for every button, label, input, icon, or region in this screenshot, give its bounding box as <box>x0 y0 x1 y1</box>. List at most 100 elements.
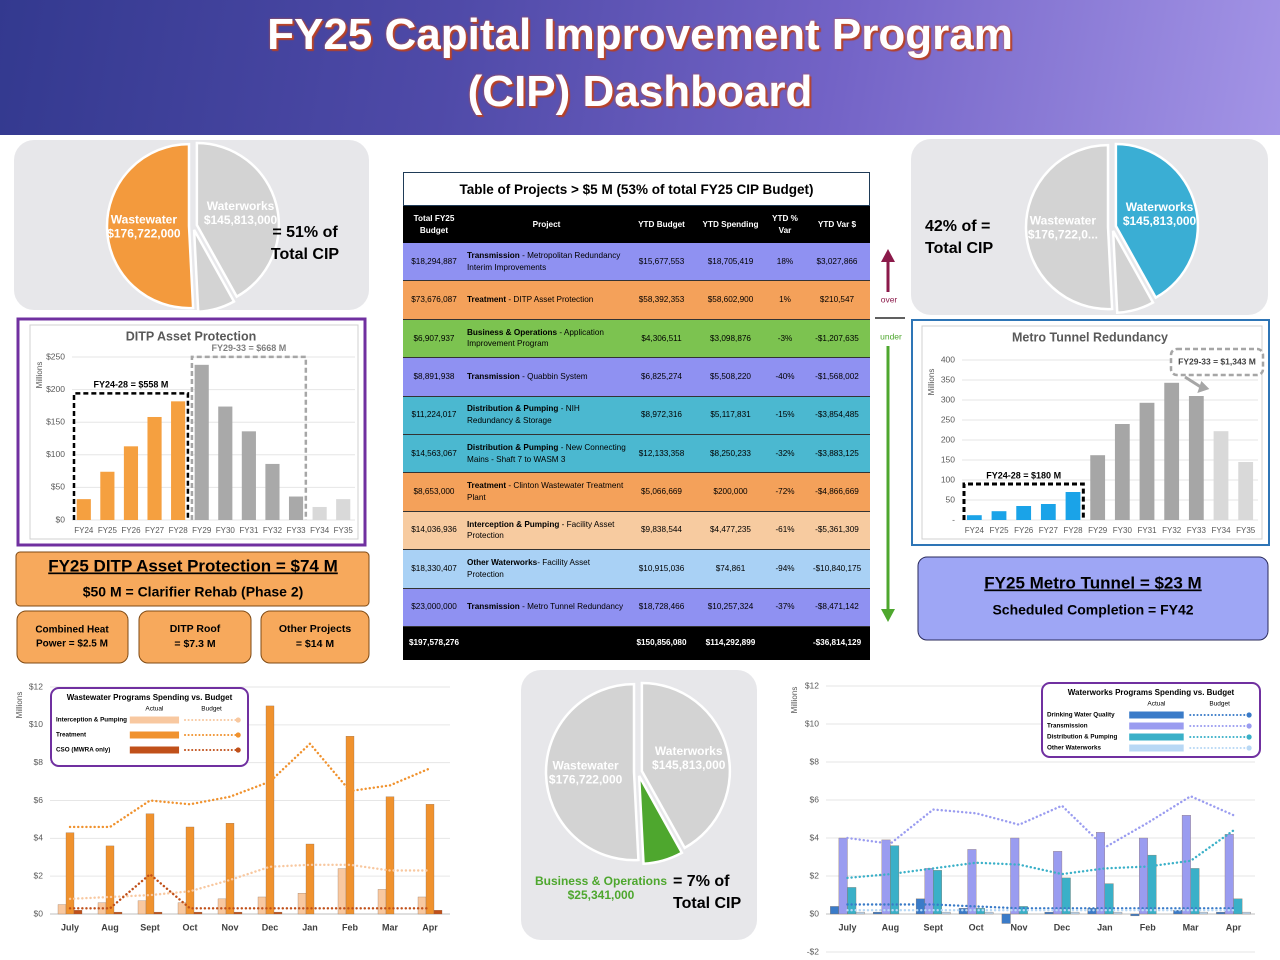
legend-header: Actual <box>145 706 164 713</box>
y-axis-label: Millions <box>15 692 24 719</box>
bar <box>337 868 347 915</box>
callout-title: FY25 DITP Asset Protection = $74 M <box>48 556 338 575</box>
callout-box <box>15 551 370 607</box>
bar <box>153 911 163 915</box>
callout-item: Combined Heat <box>35 625 109 636</box>
legend-header: Budget <box>1209 701 1230 708</box>
legend-marker <box>235 717 241 723</box>
project-text: Transmission - Quabbin System <box>467 371 588 383</box>
table-cell: $58,392,353 <box>638 295 685 305</box>
bar <box>855 911 865 915</box>
y-tick-label: 250 <box>941 414 955 424</box>
callout-box <box>260 610 370 664</box>
table-cell: -40% <box>775 371 795 381</box>
project-cell: Distribution & Pumping - NIH Redundancy … <box>465 397 628 434</box>
callout-box <box>917 556 1269 641</box>
table-cell: $12,133,358 <box>638 448 685 458</box>
bar <box>1104 883 1114 915</box>
table-cell: 1% <box>779 295 791 305</box>
table-cell: -$1,568,002 <box>815 371 859 381</box>
x-tick-label: FY35 <box>1236 526 1256 535</box>
legend-label: Distribution & Pumping <box>1047 734 1117 741</box>
callout-item: = $14 M <box>296 638 334 650</box>
budget-line <box>846 794 1235 849</box>
slice-value: $145,813,000 <box>204 213 278 227</box>
y-tick-label: $12 <box>29 681 43 691</box>
project-text: Transmission - Metropolitan Redundancy I… <box>467 250 626 274</box>
table-cell: -37% <box>775 602 795 612</box>
column-header: Total FY25 Budget <box>413 213 455 235</box>
x-tick-label: July <box>61 922 79 932</box>
callout-item: Power = $2.5 M <box>36 639 108 650</box>
y-axis-label: Millions <box>790 687 799 714</box>
x-tick-label: FY25 <box>989 526 1009 535</box>
y-tick-label: $250 <box>46 351 65 361</box>
y-tick-label: $2 <box>810 870 820 880</box>
project-cell: Business & Operations - Application Impr… <box>465 320 628 357</box>
pie-annotation: = 51% of <box>272 224 338 241</box>
x-tick-label: Aug <box>882 922 900 932</box>
total-cell: $114,292,899 <box>705 638 756 648</box>
x-tick-label: Feb <box>342 922 359 932</box>
bar <box>257 896 267 915</box>
y-tick-label: $2 <box>34 870 44 880</box>
table-cell: -94% <box>775 563 795 573</box>
bar <box>113 911 123 915</box>
y-tick-label: $8 <box>810 756 820 766</box>
bar <box>417 896 427 915</box>
annotation-label: FY29-33 = $1,343 M <box>1178 356 1256 366</box>
x-tick-label: FY30 <box>1113 526 1133 535</box>
x-tick-label: Dec <box>1054 922 1071 932</box>
y-tick-label: $0 <box>56 514 66 524</box>
bar <box>265 463 280 520</box>
bar <box>65 832 75 915</box>
annotation-arrow-head <box>1197 381 1210 393</box>
pie-slice <box>637 775 684 866</box>
bar <box>966 515 982 520</box>
pie-annotation: Total CIP <box>925 240 993 257</box>
project-text: Other Waterworks- Facility Asset Protect… <box>467 557 626 581</box>
x-tick-label: FY32 <box>263 526 283 535</box>
y-tick-label: 200 <box>941 434 955 444</box>
legend-marker <box>1246 734 1252 740</box>
bar <box>1213 431 1229 520</box>
project-text: Treatment - Clinton Wastewater Treatment… <box>467 480 626 504</box>
budget-line <box>846 903 1235 910</box>
x-tick-label: FY28 <box>169 526 189 535</box>
bar <box>297 893 307 915</box>
table-cell: $8,653,000 <box>413 487 455 497</box>
table-row: $6,907,937 Business & Operations - Applic… <box>403 319 870 359</box>
legend-title: Wastewater Programs Spending vs. Budget <box>67 693 233 702</box>
bar <box>193 911 203 915</box>
callout-title: FY25 Metro Tunnel = $23 M <box>984 573 1201 592</box>
bar <box>967 849 977 915</box>
title: FY25 Capital Improvement Program <box>267 10 1013 59</box>
y-tick-label: $4 <box>34 833 44 843</box>
table-cell: $15,677,553 <box>638 256 685 266</box>
legend-swatch <box>1129 711 1184 719</box>
arrow-head <box>881 249 895 262</box>
table-cell: $5,117,831 <box>710 410 751 420</box>
slice-label: Waterworks <box>207 199 275 213</box>
legend-box <box>1041 682 1261 758</box>
bar <box>1139 402 1155 520</box>
project-text: Interception & Pumping - Facility Asset … <box>467 519 626 543</box>
legend-marker <box>235 732 241 738</box>
y-tick-label: $4 <box>810 832 820 842</box>
bar <box>377 889 387 915</box>
bar <box>265 705 275 915</box>
x-tick-label: FY27 <box>145 526 165 535</box>
project-name: - Metro Tunnel Redundancy <box>519 602 624 612</box>
chart-title: DITP Asset Protection <box>126 329 257 343</box>
bar <box>1113 911 1123 915</box>
program-name: Distribution & Pumping <box>467 442 559 452</box>
bar <box>1224 834 1234 915</box>
table-cell: $5,508,220 <box>710 371 751 381</box>
legend-label: Interception & Pumping <box>56 717 127 724</box>
bar <box>147 416 162 520</box>
x-tick-label: FY30 <box>216 526 236 535</box>
bar <box>336 499 351 520</box>
pie-slice <box>544 682 640 862</box>
callout-item: = $7.3 M <box>174 638 215 650</box>
bar <box>385 796 395 915</box>
